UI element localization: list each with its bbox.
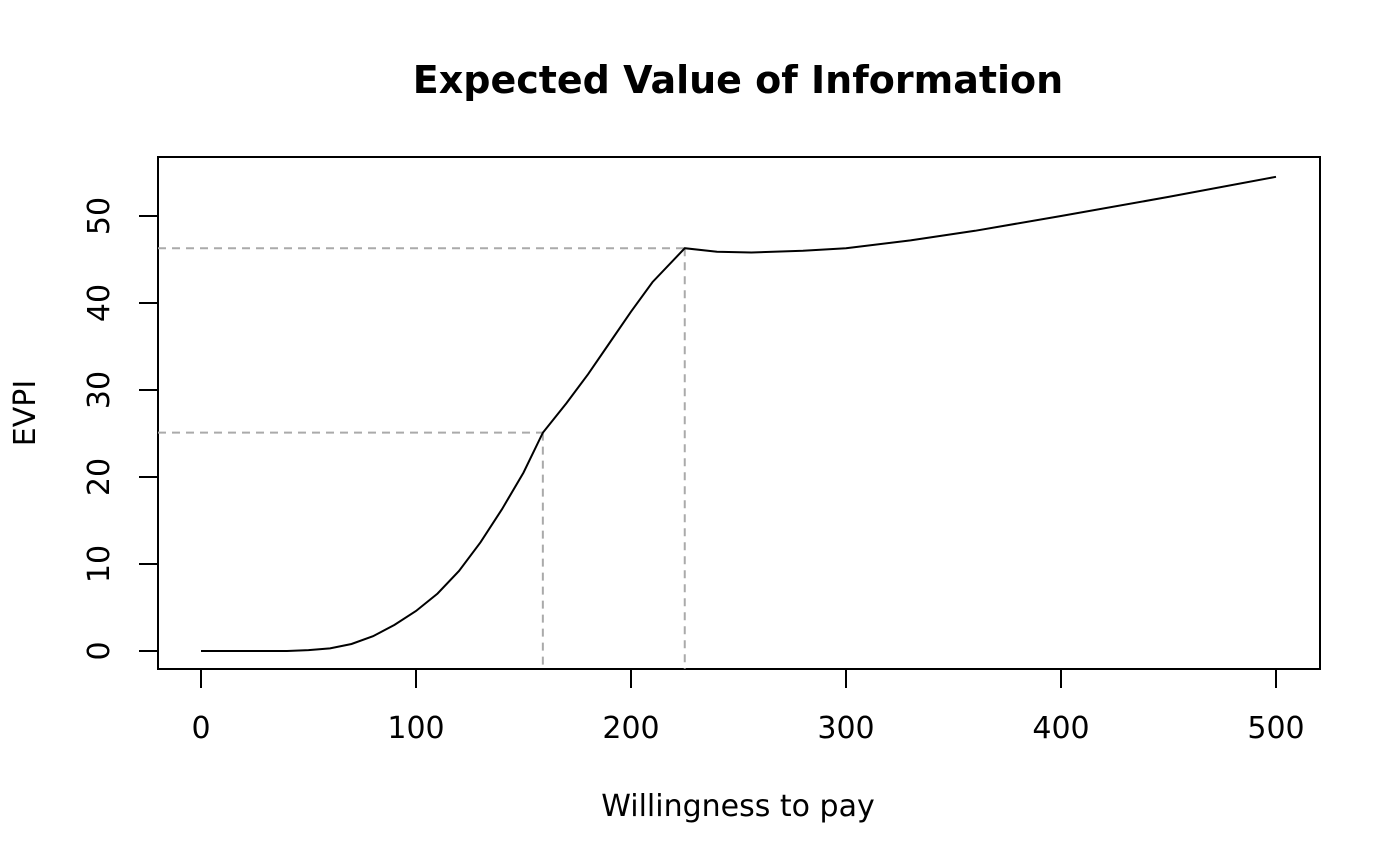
evpi-curve xyxy=(201,175,1277,652)
y-tick-label: 20 xyxy=(82,458,117,496)
x-axis: 0 100 200 300 400 500 xyxy=(191,668,1305,746)
y-tick-label: 30 xyxy=(82,371,117,409)
chart-title: Expected Value of Information xyxy=(413,58,1063,102)
y-tick-label: 50 xyxy=(82,197,117,235)
plot-frame xyxy=(157,156,1321,670)
x-axis-label: Willingness to pay xyxy=(601,789,875,824)
x-tick-label: 100 xyxy=(387,711,444,746)
x-tick-label: 400 xyxy=(1032,711,1089,746)
reference-lines xyxy=(158,247,686,669)
x-tick-label: 500 xyxy=(1247,711,1304,746)
y-tick-label: 40 xyxy=(82,284,117,322)
y-axis: 0 10 20 30 40 50 xyxy=(82,197,159,661)
y-tick-label: 10 xyxy=(82,545,117,583)
y-axis-label: EVPI xyxy=(8,380,43,446)
y-tick-label: 0 xyxy=(82,641,117,660)
x-tick-label: 300 xyxy=(817,711,874,746)
data-series xyxy=(201,175,1277,652)
x-tick-label: 0 xyxy=(191,711,210,746)
x-tick-label: 200 xyxy=(602,711,659,746)
